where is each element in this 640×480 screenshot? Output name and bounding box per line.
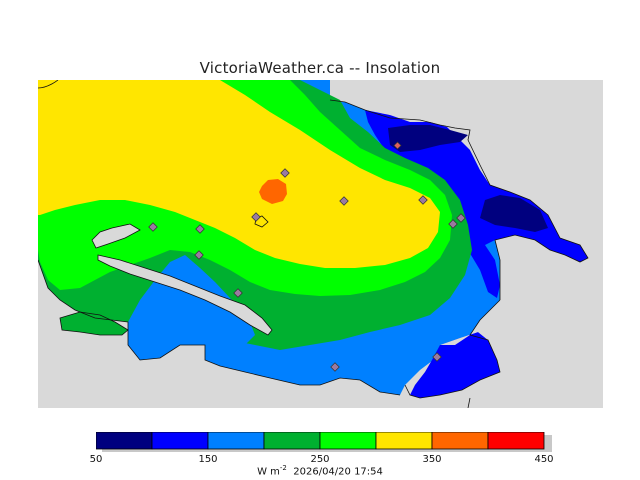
- colorbar-bins: [96, 432, 545, 450]
- contour-50-100-east: [480, 195, 548, 232]
- station-marker[interactable]: [393, 141, 402, 150]
- colorbar-bin: [207, 432, 265, 450]
- station-marker[interactable]: [194, 250, 204, 260]
- contour-100-150-south: [410, 332, 500, 398]
- station-marker[interactable]: [148, 222, 158, 232]
- contour-100-150-east: [365, 110, 588, 298]
- station-markers: [148, 141, 466, 372]
- colorbar-bin: [96, 432, 153, 450]
- colorbar-tick-label: 450: [534, 454, 554, 465]
- map-title: VictoriaWeather.ca -- Insolation: [199, 59, 441, 77]
- station-marker[interactable]: [233, 288, 243, 298]
- contour-300-350: [38, 80, 440, 268]
- colorbar-tick-label: 350: [422, 454, 442, 465]
- units-exponent: -2: [279, 464, 287, 472]
- land-southwest-peninsula: [60, 312, 128, 335]
- land-southeast: [440, 235, 603, 408]
- coastline: [38, 80, 589, 408]
- colorbar-bin: [487, 432, 545, 450]
- colorbar-tick-label: 150: [198, 454, 218, 465]
- colorbar-tick-label: 250: [310, 454, 330, 465]
- station-marker[interactable]: [456, 213, 466, 223]
- station-marker[interactable]: [432, 352, 442, 362]
- water-inlet: [92, 224, 140, 248]
- station-marker[interactable]: [195, 224, 205, 234]
- water-southwest: [38, 260, 470, 408]
- timestamp: 2026/04/20 17:54: [293, 466, 383, 478]
- colorbar-bin: [375, 432, 433, 450]
- contour-50-100-north: [388, 125, 468, 152]
- land-northeast: [330, 80, 603, 262]
- colorbar-tick-label: 50: [89, 454, 103, 465]
- station-marker[interactable]: [330, 362, 340, 372]
- colorbar-bin: [151, 432, 209, 450]
- units-line: W m-2 2026/04/20 17:54: [0, 464, 640, 477]
- colorbar-bin: [263, 432, 321, 450]
- station-marker[interactable]: [418, 195, 428, 205]
- station-marker[interactable]: [251, 212, 261, 222]
- colorbar-bin: [431, 432, 489, 450]
- water-channel: [98, 255, 272, 335]
- insolation-map: [38, 80, 603, 408]
- colorbar: [96, 432, 552, 452]
- contour-350-400: [259, 179, 287, 204]
- station-marker[interactable]: [448, 219, 458, 229]
- units-base: W m: [257, 466, 280, 478]
- station-marker[interactable]: [280, 168, 290, 178]
- station-marker[interactable]: [339, 196, 349, 206]
- colorbar-bin: [319, 432, 377, 450]
